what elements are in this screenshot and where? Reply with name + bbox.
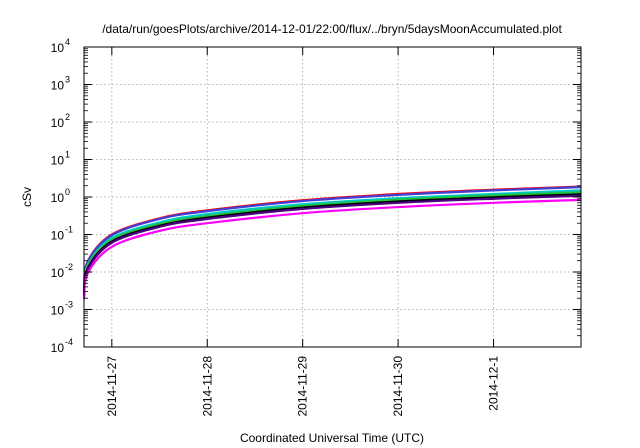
- y-tick-label-exponent: -3: [65, 300, 73, 310]
- x-tick-label: 2014-11-28: [200, 356, 214, 417]
- y-tick-label: 10: [51, 304, 65, 318]
- y-tick-label: 10: [51, 116, 65, 130]
- y-tick-label-exponent: 2: [65, 112, 70, 122]
- x-tick-label: 2014-12-1: [487, 356, 501, 411]
- y-tick-label-exponent: 4: [65, 37, 70, 47]
- series-lines: [82, 185, 582, 300]
- y-tick-label-exponent: -2: [65, 262, 73, 272]
- chart-title: /data/run/goesPlots/archive/2014-12-01/2…: [102, 22, 562, 36]
- x-tick-label: 2014-11-29: [296, 356, 310, 417]
- series-line: [82, 191, 582, 293]
- y-tick-label: 10: [51, 191, 65, 205]
- y-tick-label-exponent: 1: [65, 150, 70, 160]
- y-tick-label: 10: [51, 266, 65, 280]
- x-axis-label: Coordinated Universal Time (UTC): [240, 431, 424, 445]
- series-line: [82, 193, 582, 295]
- x-tick-label: 2014-11-27: [105, 356, 119, 417]
- x-axis-ticks: 2014-11-27 2014-11-28 2014-11-29 2014-11-30…: [105, 47, 501, 417]
- x-tick-label: 2014-11-30: [391, 356, 405, 417]
- y-tick-label-exponent: -4: [65, 337, 73, 347]
- y-tick-label-exponent: 0: [65, 187, 70, 197]
- y-tick-label-exponent: 3: [65, 75, 70, 85]
- y-tick-label-exponent: -1: [65, 225, 73, 235]
- y-tick-label: 10: [51, 79, 65, 93]
- y-tick-label: 10: [51, 341, 65, 355]
- y-axis-label: cSv: [20, 187, 34, 207]
- series-line: [82, 194, 582, 296]
- y-tick-label: 10: [51, 41, 65, 55]
- y-tick-label: 10: [51, 229, 65, 243]
- y-tick-label: 10: [51, 154, 65, 168]
- series-line: [82, 186, 582, 288]
- series-line: [82, 198, 582, 300]
